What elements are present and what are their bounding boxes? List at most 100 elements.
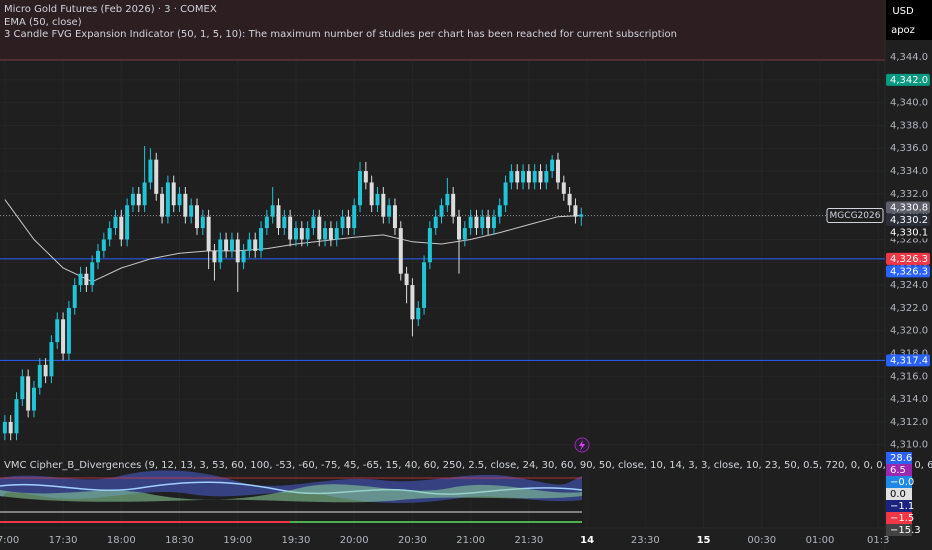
- candle-body: [189, 205, 194, 217]
- indicator-tag-label: 0.0: [890, 489, 906, 500]
- candle-body: [317, 216, 322, 240]
- x-tick-label: 01:3: [867, 535, 889, 546]
- candle-body: [404, 273, 409, 286]
- price-tag: [886, 73, 930, 86]
- candle-body: [538, 171, 543, 183]
- indicator-tag: [886, 488, 912, 500]
- y-tick-label: 4,328.0: [890, 234, 928, 245]
- x-tick-label: 21:00: [456, 535, 485, 546]
- candle-body: [392, 205, 397, 229]
- indicator-tag-label: −0.0: [890, 477, 914, 488]
- candle-body: [55, 319, 60, 343]
- candle-body: [311, 216, 316, 229]
- x-tick-label: 19:30: [282, 535, 311, 546]
- price-tag-label: 4,342.0: [890, 75, 928, 86]
- candle-body: [235, 239, 240, 263]
- indicator-tag-label: 28.6: [890, 453, 912, 464]
- x-tick-label: 21:30: [514, 535, 543, 546]
- grid: [0, 56, 885, 528]
- candle-body: [148, 159, 153, 183]
- y-tick-label: 4,316.0: [890, 371, 928, 382]
- candle-body: [194, 205, 199, 229]
- candle-body: [212, 250, 217, 263]
- candle-body: [253, 239, 258, 251]
- candle-body: [229, 239, 234, 251]
- currency-box[interactable]: [886, 0, 932, 40]
- candle-body: [282, 216, 287, 229]
- candle-body: [247, 239, 252, 251]
- price-tag-label: 4,326.3: [890, 254, 928, 265]
- candle-body: [299, 228, 304, 240]
- x-tick-label: 19:00: [223, 535, 252, 546]
- candle-body: [358, 171, 363, 206]
- indicator-tag: [886, 512, 912, 524]
- x-tick-label: 18:00: [107, 535, 136, 546]
- candle-body: [259, 228, 264, 251]
- y-tick-label: 4,314.0: [890, 394, 928, 405]
- y-tick-label: 4,338.0: [890, 120, 928, 131]
- candle-body: [451, 193, 456, 217]
- candle-body: [334, 228, 339, 240]
- candle-body: [171, 182, 176, 206]
- candle-body: [66, 307, 71, 354]
- symbol-label: MGCG2026: [830, 211, 881, 221]
- candle-body: [78, 273, 83, 286]
- candle-body: [439, 205, 444, 217]
- x-tick-label: 17:00: [0, 535, 19, 546]
- candle-body: [323, 228, 328, 240]
- candle-body: [130, 193, 135, 206]
- candle-body: [462, 228, 467, 240]
- x-tick-label: 15: [697, 535, 711, 546]
- y-tick-label: 4,344.0: [890, 52, 928, 63]
- candle-body: [573, 205, 578, 217]
- indicator-tag: [886, 524, 912, 536]
- currency[interactable]: USD: [892, 6, 914, 17]
- price-tag-label: 4,326.3: [890, 266, 928, 277]
- candle-body: [521, 171, 526, 183]
- candle-body: [264, 216, 269, 229]
- symbol-box: [826, 208, 884, 224]
- price-tag-label: 4,330.2: [890, 215, 928, 226]
- candle-body: [84, 273, 89, 286]
- candle-body: [579, 214, 584, 217]
- candle-body: [486, 216, 491, 229]
- candle-body: [276, 205, 281, 229]
- y-tick-label: 4,310.0: [890, 440, 928, 451]
- candle-body: [532, 171, 537, 183]
- y-tick-label: 4,320.0: [890, 326, 928, 337]
- candle-body: [107, 228, 112, 240]
- candle-body: [427, 228, 432, 263]
- indicator-tag-label: −1.5: [890, 513, 914, 524]
- candle-body: [346, 216, 351, 229]
- candle-body: [49, 342, 54, 377]
- indicator-tag-label: −15.3: [890, 525, 921, 536]
- candle-body: [8, 421, 13, 434]
- candle-body: [26, 376, 31, 411]
- account[interactable]: apoz: [891, 25, 915, 36]
- candle-body: [165, 182, 170, 217]
- candle-body: [515, 171, 520, 183]
- candle-body: [125, 205, 130, 240]
- candle-body: [340, 216, 345, 229]
- candle-body: [288, 216, 293, 240]
- candle-body: [177, 193, 182, 206]
- candle-body: [398, 228, 403, 274]
- candle-body: [270, 205, 275, 217]
- study-legend: 3 Candle FVG Expansion Indicator (50, 1,…: [4, 29, 677, 40]
- x-tick-label: 20:30: [398, 535, 427, 546]
- candle-body: [218, 239, 223, 263]
- candle-body: [445, 193, 450, 206]
- candle-body: [497, 205, 502, 217]
- x-tick-label: 18:30: [165, 535, 194, 546]
- candle-body: [416, 307, 421, 320]
- price-tag: [886, 265, 930, 278]
- candle-body: [200, 216, 205, 229]
- x-tick-label: 01:00: [806, 535, 835, 546]
- candle-body: [555, 159, 560, 183]
- candle-body: [561, 182, 566, 194]
- candle-body: [61, 319, 66, 354]
- indicator-area: [0, 484, 582, 503]
- candle-body: [113, 216, 118, 229]
